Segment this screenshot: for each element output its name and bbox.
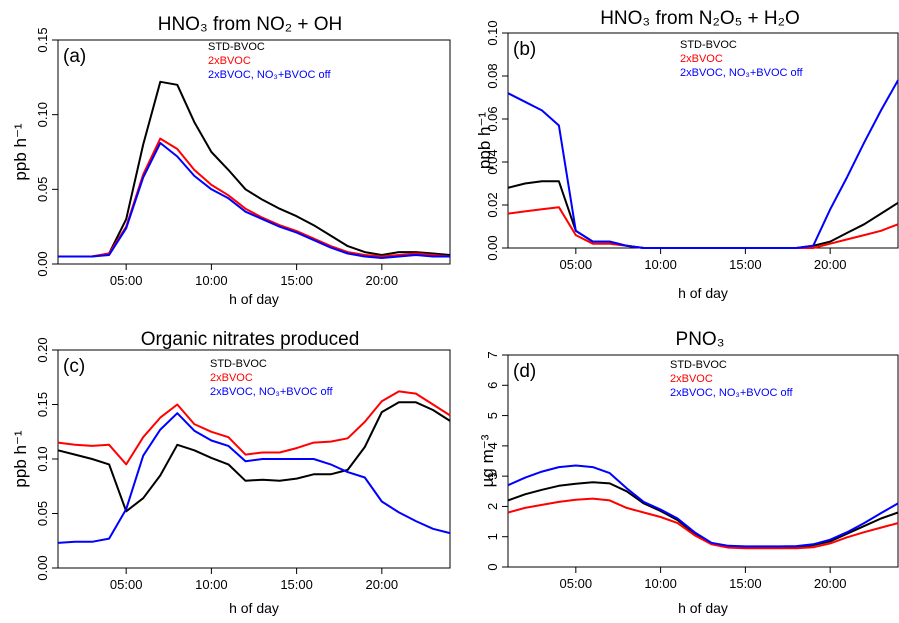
panel-c: Organic nitrates produced (c) 05:00 10:00 15… — [11, 329, 451, 616]
panel-label: (d) — [513, 361, 536, 382]
y-tick-label: 0.02 — [485, 192, 500, 217]
y-tick-label: 0.05 — [35, 501, 50, 526]
panel-b: HNO₃ from N₂O₅ + H₂O (b) 05:00 10:00 15:00 20… — [475, 8, 899, 301]
x-axis-label: h of day — [229, 291, 279, 307]
series-line-2 — [507, 206, 899, 249]
x-tick-label: 15:00 — [729, 576, 762, 591]
legend-entry: 2xBVOC — [208, 55, 251, 67]
x-tick-label: 20:00 — [814, 257, 847, 272]
y-tick-label: 0.08 — [485, 63, 500, 88]
series-line-3 — [507, 464, 899, 548]
x-tick-label: 10:00 — [195, 273, 228, 288]
series-line-2 — [57, 390, 451, 466]
y-axis-label: µg m⁻³ — [478, 434, 497, 487]
chart-title: PNO₃ — [676, 329, 725, 350]
legend-entry: 2xBVOC, NO₃+BVOC off — [680, 67, 804, 79]
panel-label: (a) — [63, 46, 86, 67]
y-tick-label: 0.00 — [35, 251, 50, 276]
y-tick-label: 0.00 — [485, 235, 500, 260]
y-tick-label: 2 — [485, 503, 500, 510]
plot-frame — [507, 32, 899, 249]
y-tick-label: 4 — [485, 442, 500, 449]
legend-entry: 2xBVOC, NO₃+BVOC off — [210, 386, 334, 398]
panel-a: HNO₃ from NO₂ + OH (a) 05:00 10:00 15:00 20:0… — [11, 14, 451, 307]
x-tick-label: 10:00 — [644, 576, 677, 591]
y-axis-label: ppb h⁻¹ — [475, 112, 494, 170]
series-line-3 — [57, 412, 451, 544]
x-tick-label: 05:00 — [110, 577, 143, 592]
plot-frame — [57, 39, 451, 265]
x-tick-label: 05:00 — [560, 576, 593, 591]
panel-label: (c) — [63, 356, 85, 377]
series-line-1 — [58, 80, 451, 258]
chart-title: Organic nitrates produced — [141, 329, 360, 350]
x-axis-label: h of day — [678, 600, 728, 616]
plot-frame — [507, 354, 899, 568]
x-axis-label: h of day — [229, 600, 279, 616]
y-tick-label: 0 — [485, 563, 500, 570]
plot-frame — [57, 349, 451, 569]
x-tick-label: 05:00 — [110, 273, 143, 288]
x-tick-label: 15:00 — [729, 257, 762, 272]
y-tick-label: 0.00 — [35, 555, 50, 580]
y-tick-label: 1 — [485, 533, 500, 540]
y-tick-label: 6 — [485, 382, 500, 389]
y-tick-label: 0.04 — [485, 149, 500, 174]
legend-entry: 2xBVOC, NO₃+BVOC off — [670, 387, 794, 399]
y-tick-label: 0.15 — [35, 392, 50, 417]
y-tick-label: 7 — [485, 351, 500, 358]
y-tick-label: 0.15 — [35, 27, 50, 52]
y-tick-label: 3 — [485, 473, 500, 480]
x-tick-label: 10:00 — [644, 257, 677, 272]
x-axis-label: h of day — [678, 285, 728, 301]
legend-entry: STD-BVOC — [208, 41, 265, 53]
y-tick-label: 0.20 — [35, 337, 50, 362]
y-axis-label: ppb h⁻¹ — [11, 430, 30, 488]
x-tick-label: 05:00 — [560, 257, 593, 272]
legend-entry: 2xBVOC, NO₃+BVOC off — [208, 69, 332, 81]
y-tick-label: 5 — [485, 412, 500, 419]
legend-entry: STD-BVOC — [670, 359, 727, 371]
chart-title: HNO₃ from N₂O₅ + H₂O — [600, 8, 800, 29]
y-tick-label: 0.06 — [485, 106, 500, 131]
x-tick-label: 15:00 — [280, 577, 313, 592]
series-line-1 — [57, 401, 451, 513]
legend-entry: 2xBVOC — [670, 373, 713, 385]
x-tick-label: 15:00 — [280, 273, 313, 288]
y-tick-label: 0.05 — [35, 177, 50, 202]
series-line-2 — [507, 497, 899, 550]
x-tick-label: 10:00 — [195, 577, 228, 592]
legend-entry: STD-BVOC — [680, 39, 737, 51]
panel-d: PNO₃ (d) 05:00 10:00 15:00 20:00 0 1 2 3 4 5 6 7 h of … — [478, 329, 899, 616]
series-line-3 — [507, 79, 899, 249]
y-tick-label: 0.10 — [485, 20, 500, 45]
x-tick-label: 20:00 — [366, 577, 399, 592]
y-axis-label: ppb h⁻¹ — [11, 123, 30, 181]
legend-entry: 2xBVOC — [680, 53, 723, 65]
legend-entry: STD-BVOC — [210, 358, 267, 370]
chart-title: HNO₃ from NO₂ + OH — [158, 14, 343, 35]
legend-entry: 2xBVOC — [210, 372, 253, 384]
panel-label: (b) — [513, 39, 536, 60]
y-tick-label: 0.10 — [35, 446, 50, 471]
x-tick-label: 20:00 — [814, 576, 847, 591]
x-tick-label: 20:00 — [366, 273, 399, 288]
y-tick-label: 0.10 — [35, 102, 50, 127]
series-line-3 — [58, 142, 450, 259]
